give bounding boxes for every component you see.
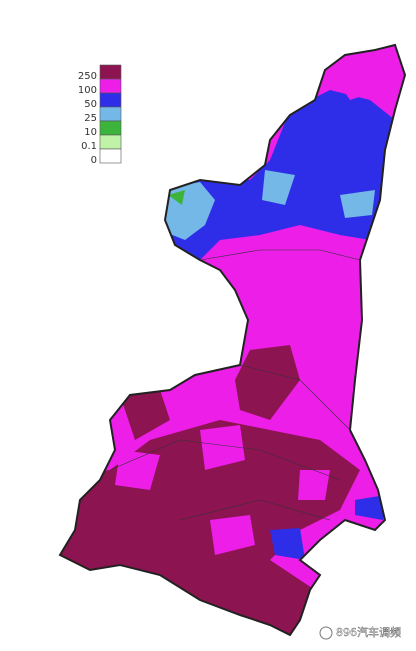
legend-label: 50 bbox=[84, 99, 97, 110]
legend-swatch bbox=[99, 92, 122, 108]
legend-label: 100 bbox=[78, 85, 97, 96]
legend-swatch bbox=[99, 78, 122, 94]
watermark: 896汽车调频 bbox=[336, 625, 401, 639]
county-lines bbox=[109, 249, 361, 521]
legend-swatch bbox=[99, 134, 122, 150]
legend-label: 250 bbox=[78, 71, 97, 82]
legend-label: 25 bbox=[84, 113, 97, 124]
legend-swatch bbox=[99, 120, 122, 136]
legend-swatch bbox=[99, 64, 122, 80]
legend-swatch bbox=[99, 148, 122, 164]
legend-swatch bbox=[99, 106, 122, 122]
province-outline bbox=[58, 43, 407, 637]
legend-label: 0.1 bbox=[81, 141, 97, 152]
watermark-icon bbox=[319, 626, 333, 640]
legend-label: 10 bbox=[84, 127, 97, 138]
legend-label: 0 bbox=[91, 155, 97, 166]
